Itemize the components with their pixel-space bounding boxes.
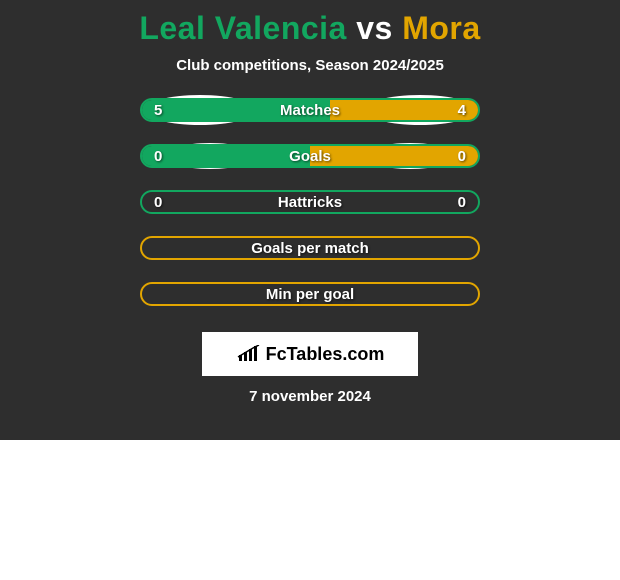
stat-bar: 00Goals [140, 144, 480, 168]
chart-icon [236, 345, 262, 363]
logo: FcTables.com [236, 344, 385, 365]
logo-box: FcTables.com [202, 332, 418, 376]
stat-bar: Min per goal [140, 282, 480, 306]
subtitle: Club competitions, Season 2024/2025 [176, 57, 444, 74]
stat-label: Goals per match [142, 240, 478, 257]
logo-text: FcTables.com [266, 344, 385, 365]
stat-row: 54Matches [140, 96, 480, 124]
stat-row: 00Hattricks [140, 188, 480, 216]
date-text: 7 november 2024 [249, 388, 371, 405]
stat-label: Min per goal [142, 286, 478, 303]
stat-row: Goals per match [140, 234, 480, 262]
page-title: Leal Valencia vs Mora [139, 10, 480, 47]
player2-name: Mora [402, 10, 480, 46]
stat-label: Matches [142, 102, 478, 119]
vs-text: vs [356, 10, 393, 46]
stat-bar: 00Hattricks [140, 190, 480, 214]
stat-label: Goals [142, 148, 478, 165]
stat-label: Hattricks [142, 194, 478, 211]
stat-row: 00Goals [140, 142, 480, 170]
stats-rows: 54Matches 00Goals 00Hattricks Goals per mat… [140, 96, 480, 326]
stat-row: Min per goal [140, 280, 480, 308]
comparison-panel: Leal Valencia vs Mora Club competitions,… [0, 0, 620, 440]
stat-bar: Goals per match [140, 236, 480, 260]
stat-bar: 54Matches [140, 98, 480, 122]
player1-name: Leal Valencia [139, 10, 347, 46]
